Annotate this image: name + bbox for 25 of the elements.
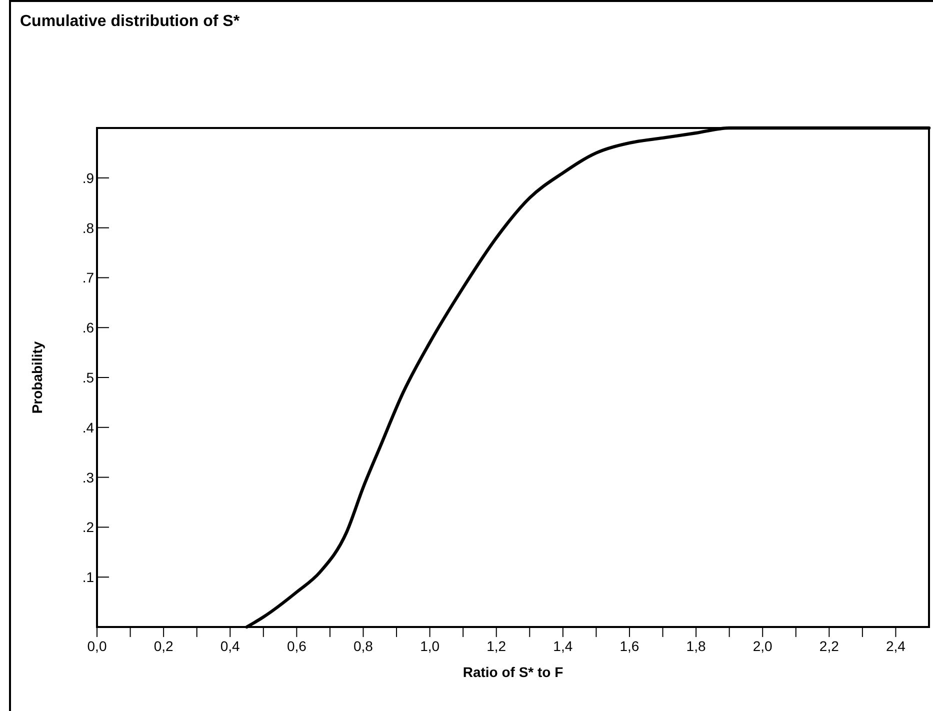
y-tick-label: .2 <box>82 519 94 536</box>
y-tick-label: .6 <box>82 320 94 336</box>
y-tick-label: .1 <box>82 569 94 586</box>
x-tick-label: 1,4 <box>553 638 573 654</box>
x-tick-label: 2,4 <box>886 638 906 654</box>
chart-title: Cumulative distribution of S* <box>20 13 240 30</box>
x-tick-label: 0,0 <box>87 638 107 654</box>
y-tick-label: .5 <box>82 370 94 386</box>
x-tick-label: 2,2 <box>819 638 840 654</box>
y-tick-label: .9 <box>82 170 94 186</box>
x-tick-label: 1,0 <box>420 638 440 654</box>
x-tick-label: 2,0 <box>752 638 773 654</box>
x-tick-label: 0,4 <box>220 638 240 654</box>
y-axis-title: Probability <box>29 341 45 414</box>
x-tick-label: 0,8 <box>354 638 374 654</box>
x-tick-label: 1,6 <box>620 638 640 654</box>
y-tick-label: .4 <box>82 419 94 436</box>
x-tick-label: 0,6 <box>286 638 307 654</box>
x-tick-label: 1,2 <box>486 638 506 654</box>
y-tick-label: .8 <box>82 220 94 236</box>
y-tick-label: .3 <box>82 469 94 486</box>
x-axis-title: Ratio of S* to F <box>462 664 564 680</box>
x-tick-label: 1,8 <box>686 638 706 654</box>
y-tick-label: .7 <box>82 270 94 286</box>
x-tick-label: 0,2 <box>154 638 174 654</box>
